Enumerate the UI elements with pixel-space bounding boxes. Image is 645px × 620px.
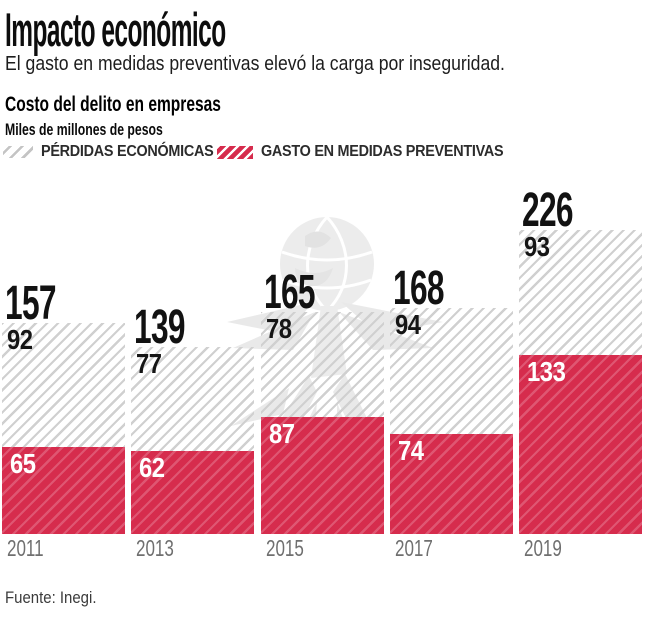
bar-chart: 157 92 65 2011 139 77 62 2013 165 78 87 2015 168 94 74… (0, 168, 645, 568)
spend-bar (261, 417, 384, 534)
source-note: Fuente: Inegi. (5, 588, 97, 607)
year-label: 2015 (266, 535, 304, 561)
total-value-label: 165 (264, 266, 316, 319)
losses-value-label: 94 (395, 309, 421, 340)
year-label: 2013 (136, 535, 174, 561)
total-value-label: 168 (393, 262, 445, 315)
year-label: 2017 (395, 535, 433, 561)
losses-value-label: 77 (136, 348, 162, 379)
spend-bar (519, 355, 642, 534)
losses-value-label: 78 (266, 313, 292, 344)
page-subtitle: El gasto en medidas preventivas elevó la… (5, 53, 505, 75)
spend-value-label: 87 (269, 418, 295, 449)
spend-bar (2, 447, 125, 534)
spend-value-label: 65 (10, 448, 36, 479)
red-hatch-swatch-icon (217, 145, 253, 159)
spend-value-label: 62 (139, 452, 165, 483)
chart-legend: PÉRDIDAS ECONÓMICAS GASTO EN MEDIDAS PRE… (3, 144, 643, 162)
chart-title: Costo del delito en empresas (5, 93, 221, 116)
legend-label-spend: GASTO EN MEDIDAS PREVENTIVAS (261, 143, 504, 160)
legend-item-losses: PÉRDIDAS ECONÓMICAS (3, 144, 233, 160)
legend-item-spend: GASTO EN MEDIDAS PREVENTIVAS (217, 144, 530, 160)
legend-label-losses: PÉRDIDAS ECONÓMICAS (41, 143, 214, 160)
spend-bar (390, 434, 513, 534)
total-value-label: 226 (522, 184, 574, 237)
losses-value-label: 92 (7, 324, 33, 355)
gray-hatch-swatch-icon (3, 146, 33, 158)
spend-value-label: 133 (527, 356, 566, 387)
spend-value-label: 74 (398, 435, 424, 466)
page-title: Impacto económico (5, 3, 226, 56)
chart-units-label: Miles de millones de pesos (5, 120, 163, 139)
year-label: 2011 (7, 535, 44, 561)
total-value-label: 139 (134, 301, 186, 354)
total-value-label: 157 (5, 277, 57, 330)
losses-value-label: 93 (524, 231, 550, 262)
year-label: 2019 (524, 535, 562, 561)
spend-bar (131, 451, 254, 534)
